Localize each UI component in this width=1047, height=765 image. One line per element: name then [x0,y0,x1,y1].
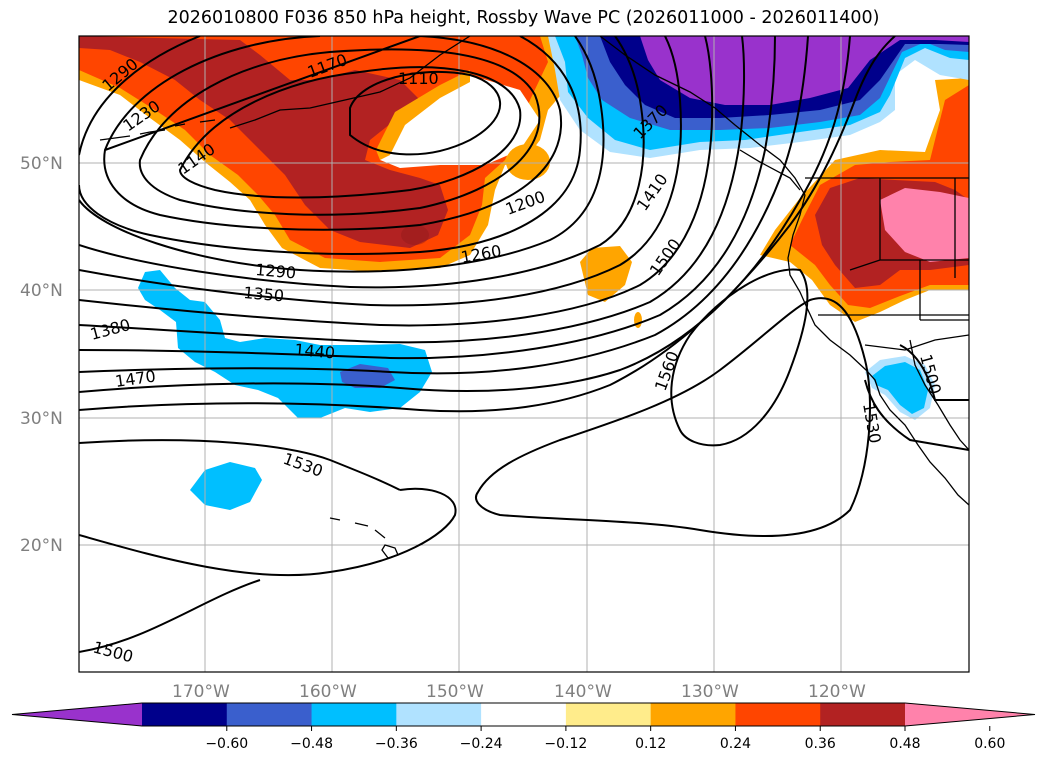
contour-1380 [79,36,746,344]
negative-anomaly-central-pacific [138,270,432,510]
colorbar-tick-label: 0.24 [720,736,751,752]
colorbar-tick-label: −0.12 [544,736,587,752]
colorbar-tick-label: 0.12 [635,736,666,752]
contour-1410 [79,36,776,360]
colorbar-bin [481,703,567,726]
height-contours [79,36,969,653]
negative-anomaly-canada [548,36,969,158]
contour-label: 1110 [398,69,439,88]
colorbar-tick-label: −0.24 [460,736,503,752]
border-states [818,178,969,321]
coast-us-west [787,194,969,506]
coast-se-alaska-bc [599,36,806,196]
contour-1560 [670,268,809,447]
colorbar-tick-label: −0.48 [290,736,333,752]
lon-label-170w: 170°W [172,682,230,702]
anomaly-shade-060-us [880,188,969,262]
anomaly-shade-024-offshore [580,246,632,302]
colorbar-tick-label: 0.60 [974,736,1005,752]
lon-label-160w: 160°W [299,682,357,702]
colorbar-bin [565,703,652,726]
anomaly-shade-024-small [506,144,550,180]
lon-label-140w: 140°W [554,682,612,702]
anomaly-shade-024-hole-ring [376,70,470,160]
contour-1170 [138,48,541,216]
latitude-labels: 20°N 30°N 40°N 50°N [20,154,63,556]
coast-aleutians [99,119,216,141]
colorbar-bin [735,703,821,726]
coast-alaska-peninsula [229,36,471,129]
map-title: 2026010800 F036 850 hPa height, Rossby W… [167,8,880,28]
contour-1350 [79,36,714,327]
lon-label-130w: 130°W [681,682,739,702]
colorbar-tick-label: −0.36 [375,736,418,752]
colorbar-extend-low [12,703,142,726]
anomaly-shade-neg024-hawaii [190,462,262,510]
lat-label-20n: 20°N [20,536,63,556]
coast-vancouver-island [739,149,801,191]
colorbar-bin [311,703,397,726]
lon-label-120w: 120°W [808,682,866,702]
contour-1500-south [79,579,261,653]
contour-1290 [79,36,645,289]
colorbar-bin [820,703,906,726]
colorbar-bin [142,703,228,726]
contour-1110 [349,71,502,156]
colorbar-bin [650,703,736,726]
contour-1530-east [475,297,871,537]
coastlines [99,36,969,559]
contour-label: 1290 [255,260,297,282]
map-frame [78,35,970,673]
coast-baja-gulf [909,339,969,451]
border-mexico [864,334,969,351]
longitude-labels: 170°W 160°W 150°W 140°W 130°W 120°W [172,682,866,702]
colorbar-extend-high [905,703,1035,726]
colorbar: −0.60 −0.48 −0.36 −0.24 −0.12 0.12 0.24 0.36 0.4… [11,702,1036,752]
lat-label-50n: 50°N [20,154,63,174]
colorbar-tick-label: 0.36 [805,736,836,752]
lat-label-30n: 30°N [20,409,63,429]
colorbar-bin [396,703,482,726]
contour-1200 [103,36,563,231]
contour-label: 1440 [294,340,336,362]
graticule [79,36,969,672]
lon-label-150w: 150°W [426,682,484,702]
anomaly-shade-048-core [401,225,429,245]
contour-1470 [79,36,851,393]
contour-1260 [79,36,605,273]
colorbar-tick-label: 0.48 [889,736,920,752]
contour-1140 [178,66,522,199]
contour-1530-baja [864,379,969,451]
contour-1320 [79,36,682,307]
colorbar-bin [226,703,313,726]
contour-1530-south [79,487,457,577]
positive-anomaly-gulf-of-alaska [79,36,575,272]
contour-1530-north [79,439,401,491]
contour-1440 [79,36,809,375]
negative-anomaly-baja [865,356,935,420]
coast-hawaii [329,517,399,559]
contour-1500-baja [899,344,969,401]
colorbar-outline [11,702,1036,727]
anomaly-shade-neg024-baja [872,362,928,414]
contour-label: 1350 [243,283,285,305]
colorbar-tick-label: −0.60 [205,736,248,752]
contour-1230 [79,36,582,256]
contour-1500 [79,36,896,413]
lat-label-40n: 40°N [20,281,63,301]
